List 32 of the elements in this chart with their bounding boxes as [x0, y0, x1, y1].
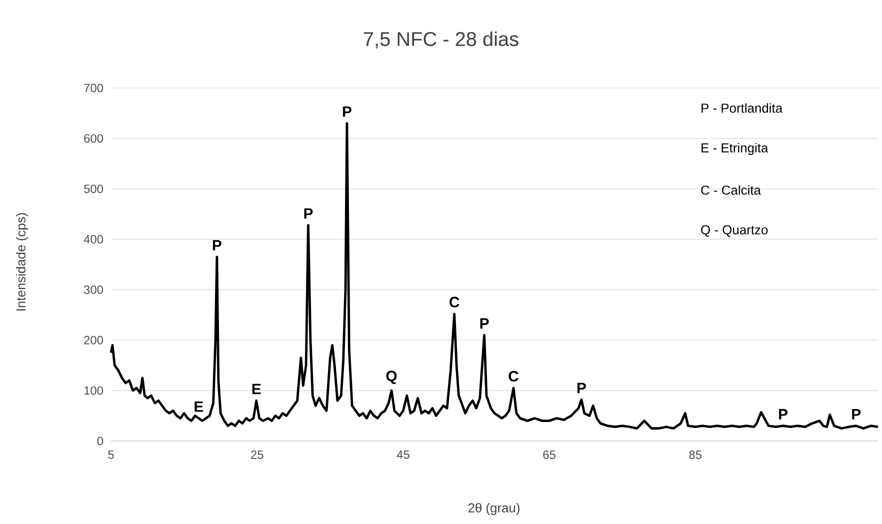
annotation: C [508, 370, 518, 382]
annotation: P [480, 318, 489, 329]
annotation: P [342, 106, 352, 117]
x-tick-label: 65 [543, 450, 556, 459]
annotation: E [194, 401, 204, 412]
x-tick-label: 85 [689, 450, 702, 459]
annotation: P [304, 208, 313, 219]
annotation: P - Portlandita [702, 103, 783, 113]
x-tick-label: 5 [108, 450, 114, 459]
y-tick-label: 400 [84, 235, 104, 244]
annotation: C - Calcita [701, 185, 761, 195]
annotation: C [450, 296, 460, 308]
chart-title: 7,5 NFC - 28 dias [364, 31, 518, 48]
annotation: Q [386, 370, 397, 384]
x-tick-label: 45 [396, 450, 410, 459]
y-tick-label: 200 [84, 336, 104, 344]
annotation: P [577, 382, 586, 394]
annotation: P [852, 409, 861, 420]
annotation: P [779, 409, 788, 420]
y-axis-title: Intensidade (cps) [16, 213, 28, 310]
annotation: E - Etringita [702, 142, 768, 156]
x-axis-title: 2θ (grau) [468, 502, 520, 516]
x-tick-label: 25 [251, 450, 264, 459]
y-tick-label: 700 [84, 84, 104, 92]
annotation: P [212, 240, 222, 250]
annotation: Q - Quartzo [701, 225, 768, 237]
y-tick-label: 600 [84, 134, 104, 143]
y-tick-label: 500 [84, 184, 104, 194]
annotation: E [252, 384, 261, 394]
y-tick-label: 300 [84, 285, 104, 294]
y-tick-label: 0 [97, 436, 104, 446]
y-tick-label: 100 [84, 386, 104, 395]
